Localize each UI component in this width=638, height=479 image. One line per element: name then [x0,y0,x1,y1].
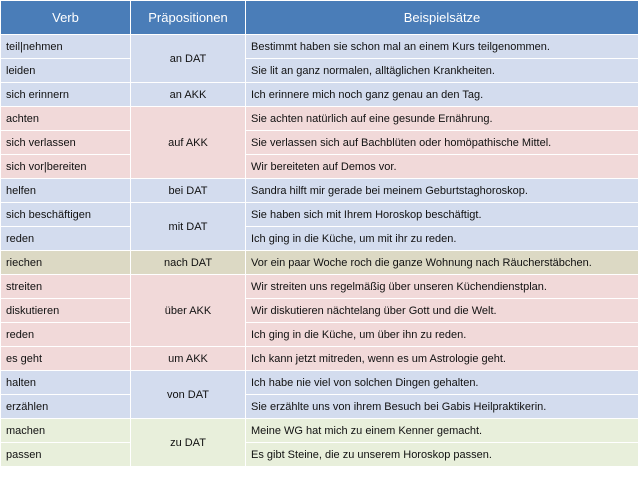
preposition-cell: nach DAT [130,250,246,275]
verb-cell: teil|nehmen [0,34,131,59]
example-cell: Sie lit an ganz normalen, alltäglichen K… [245,58,638,83]
example-cell: Sie verlassen sich auf Bachblüten oder h… [245,130,638,155]
example-cell: Ich ging in die Küche, um mit ihr zu red… [245,226,638,251]
table-row: es geht um AKK Ich kann jetzt mitreden, … [0,346,638,371]
preposition-cell: von DAT [130,370,246,419]
verb-cell: diskutieren [0,298,131,323]
preposition-cell: zu DAT [130,418,246,467]
example-cell: Es gibt Steine, die zu unserem Horoskop … [245,442,638,467]
header-examples: Beispielsätze [245,0,638,35]
verb-cell: sich beschäftigen [0,202,131,227]
verb-cell: leiden [0,58,131,83]
example-cell: Ich kann jetzt mitreden, wenn es um Astr… [245,346,638,371]
table-row: riechen nach DAT Vor ein paar Woche roch… [0,250,638,275]
verb-cell: streiten [0,274,131,299]
preposition-cell: an DAT [130,34,246,83]
table-row: achten auf AKK Sie achten natürlich auf … [0,106,638,179]
table-row: leiden Sie lit an ganz normalen, alltägl… [0,58,638,83]
verb-cell: sich vor|bereiten [0,154,131,179]
example-cell: Bestimmt haben sie schon mal an einem Ku… [245,34,638,59]
verb-cell: reden [0,226,131,251]
table-row: reden Ich ging in die Küche, um über ihn… [0,322,638,347]
preposition-cell: über AKK [130,274,246,347]
example-cell: Wir diskutieren nächtelang über Gott und… [245,298,638,323]
verb-cell: sich verlassen [0,130,131,155]
verb-cell: passen [0,442,131,467]
preposition-cell: bei DAT [130,178,246,203]
preposition-cell: um AKK [130,346,246,371]
example-cell: Wir streiten uns regelmäßig über unseren… [245,274,638,299]
table-header-row: Verb Präpositionen Beispielsätze [0,0,638,35]
example-cell: Wir bereiteten auf Demos vor. [245,154,638,179]
table-row: passen Es gibt Steine, die zu unserem Ho… [0,442,638,467]
verb-cell: riechen [0,250,131,275]
example-cell: Sie achten natürlich auf eine gesunde Er… [245,106,638,131]
verb-preposition-table: Verb Präpositionen Beispielsätze teil|ne… [0,0,638,467]
verb-cell: achten [0,106,131,131]
example-cell: Sie haben sich mit Ihrem Horoskop beschä… [245,202,638,227]
header-verb: Verb [0,0,131,35]
preposition-cell: mit DAT [130,202,246,251]
table-row: reden Ich ging in die Küche, um mit ihr … [0,226,638,251]
table-row: diskutieren Wir diskutieren nächtelang ü… [0,298,638,323]
verb-cell: machen [0,418,131,443]
table-row: teil|nehmen an DAT Bestimmt haben sie sc… [0,34,638,83]
table-row: sich verlassen Sie verlassen sich auf Ba… [0,130,638,155]
example-cell: Ich ging in die Küche, um über ihn zu re… [245,322,638,347]
table-row: erzählen Sie erzählte uns von ihrem Besu… [0,394,638,419]
verb-cell: reden [0,322,131,347]
header-prepositions: Präpositionen [130,0,246,35]
example-cell: Meine WG hat mich zu einem Kenner gemach… [245,418,638,443]
table-row: halten von DAT Ich habe nie viel von sol… [0,370,638,419]
preposition-cell: auf AKK [130,106,246,179]
example-cell: Vor ein paar Woche roch die ganze Wohnun… [245,250,638,275]
example-cell: Sie erzählte uns von ihrem Besuch bei Ga… [245,394,638,419]
verb-cell: es geht [0,346,131,371]
table-row: sich erinnern an AKK Ich erinnere mich n… [0,82,638,107]
preposition-cell: an AKK [130,82,246,107]
table-row: sich beschäftigen mit DAT Sie haben sich… [0,202,638,251]
example-cell: Ich erinnere mich noch ganz genau an den… [245,82,638,107]
table-row: streiten über AKK Wir streiten uns regel… [0,274,638,347]
verb-cell: halten [0,370,131,395]
table-row: sich vor|bereiten Wir bereiteten auf Dem… [0,154,638,179]
verb-cell: helfen [0,178,131,203]
table-row: helfen bei DAT Sandra hilft mir gerade b… [0,178,638,203]
verb-cell: sich erinnern [0,82,131,107]
verb-cell: erzählen [0,394,131,419]
example-cell: Sandra hilft mir gerade bei meinem Gebur… [245,178,638,203]
example-cell: Ich habe nie viel von solchen Dingen geh… [245,370,638,395]
table-row: machen zu DAT Meine WG hat mich zu einem… [0,418,638,467]
